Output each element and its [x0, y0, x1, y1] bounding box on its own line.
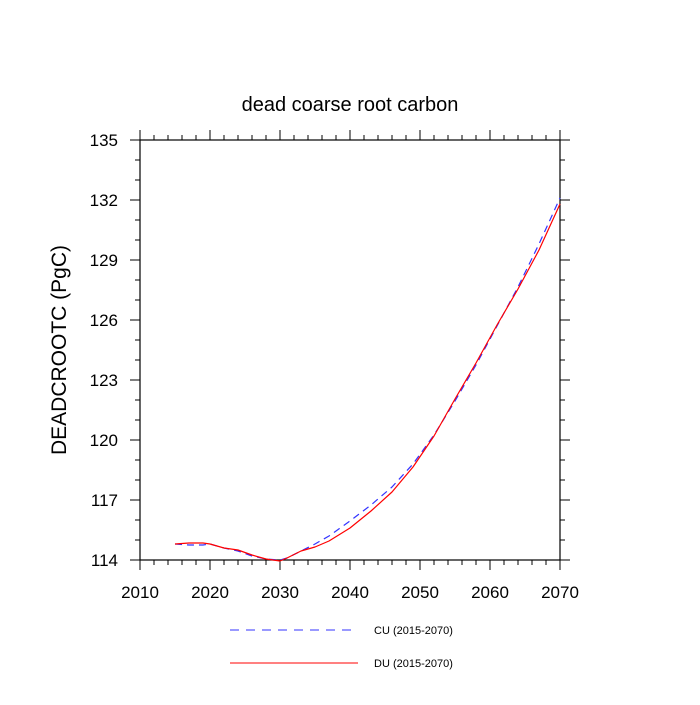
y-tick-label: 129	[90, 251, 118, 270]
y-tick-label: 132	[90, 191, 118, 210]
x-tick-label: 2060	[471, 583, 509, 602]
x-tick-label: 2050	[401, 583, 439, 602]
x-tick-label: 2040	[331, 583, 369, 602]
chart-title: dead coarse root carbon	[242, 94, 459, 116]
y-tick-label: 135	[90, 131, 118, 150]
legend-label-0: CU (2015-2070)	[374, 625, 453, 637]
x-tick-label: 2070	[541, 583, 579, 602]
y-tick-label: 120	[90, 431, 118, 450]
y-tick-label: 126	[90, 311, 118, 330]
legend: CU (2015-2070) DU (2015-2070)	[230, 625, 453, 670]
y-tick-label: 123	[90, 371, 118, 390]
series-line-0	[174, 197, 561, 561]
y-tick-label: 117	[91, 491, 118, 510]
x-tick-label: 2010	[121, 583, 159, 602]
series-line-1	[174, 203, 561, 562]
plot-frame	[139, 139, 561, 561]
y-axis-label: DEADCROOTC (PgC)	[48, 245, 71, 455]
y-tick-label: 114	[91, 551, 118, 570]
x-tick-label: 2030	[261, 583, 299, 602]
legend-label-1: DU (2015-2070)	[374, 658, 453, 670]
x-tick-label: 2020	[191, 583, 229, 602]
plot-area: 2010 2020 2030 2040 2050 2060 2070 114 117 120 123…	[90, 130, 579, 602]
